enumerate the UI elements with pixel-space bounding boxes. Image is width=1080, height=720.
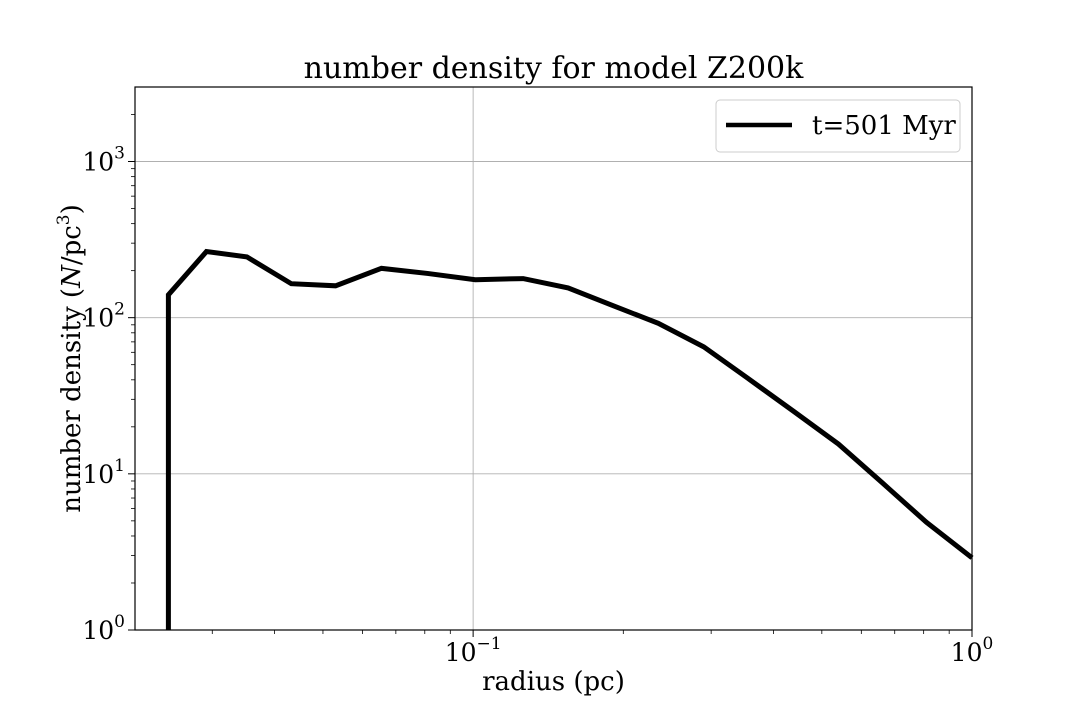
- legend-label: t=501 Myr: [812, 111, 956, 141]
- y-tick-label-base: 10: [82, 304, 114, 333]
- data-point: [838, 444, 839, 445]
- data-lines: [165, 248, 974, 630]
- y-tick-label-base: 10: [82, 616, 114, 645]
- data-point: [206, 251, 207, 252]
- y-axis-label-unit: /pc: [57, 225, 87, 265]
- data-point: [747, 378, 748, 379]
- y-tick-label: 101: [82, 456, 125, 489]
- data-point: [335, 285, 336, 286]
- data-point: [381, 268, 382, 269]
- data-point: [475, 279, 476, 280]
- y-tick-label-base: 10: [82, 460, 114, 489]
- chart-title: number density for model Z200k: [304, 51, 804, 86]
- data-point: [881, 482, 882, 483]
- data-point: [291, 283, 292, 284]
- y-tick-label: 102: [82, 300, 125, 333]
- y-axis-label-prefix: number density (: [57, 288, 87, 513]
- y-tick-label-exp: 2: [114, 300, 125, 320]
- y-axis-label: number density (N/pc3): [54, 204, 87, 513]
- data-point: [568, 287, 569, 288]
- y-tick-label: 103: [82, 144, 125, 177]
- data-point: [246, 256, 247, 257]
- x-axis-label: radius (pc): [482, 667, 625, 697]
- data-point: [168, 294, 169, 295]
- plot-frame: [134, 86, 973, 631]
- y-tick-label-exp: 3: [114, 144, 125, 164]
- data-point: [926, 522, 927, 523]
- x-tick-label: 100: [951, 634, 994, 667]
- data-point: [703, 346, 704, 347]
- data-point: [794, 411, 795, 412]
- x-tick-label-base: 10: [951, 638, 983, 667]
- legend: t=501 Myr: [715, 99, 961, 153]
- x-tick-label-exp: 0: [982, 634, 993, 654]
- y-tick-label: 100: [82, 612, 125, 645]
- y-axis-label-suffix: ): [57, 204, 87, 214]
- y-tick-label-base: 10: [82, 148, 114, 177]
- y-axis-label-n: N: [57, 264, 87, 289]
- legend-box: [715, 99, 961, 153]
- y-tick-label-exp: 1: [114, 456, 125, 476]
- data-point: [523, 278, 524, 279]
- data-point: [612, 305, 613, 306]
- series-line: [165, 248, 974, 630]
- y-axis-label-exp: 3: [54, 214, 74, 225]
- x-tick-label-exp: −1: [477, 634, 502, 654]
- y-tick-label-exp: 0: [114, 612, 125, 632]
- x-tick-label: 10−1: [445, 634, 502, 667]
- ticks: [128, 114, 973, 637]
- data-point: [427, 273, 428, 274]
- x-tick-label-base: 10: [445, 638, 477, 667]
- data-point: [658, 323, 659, 324]
